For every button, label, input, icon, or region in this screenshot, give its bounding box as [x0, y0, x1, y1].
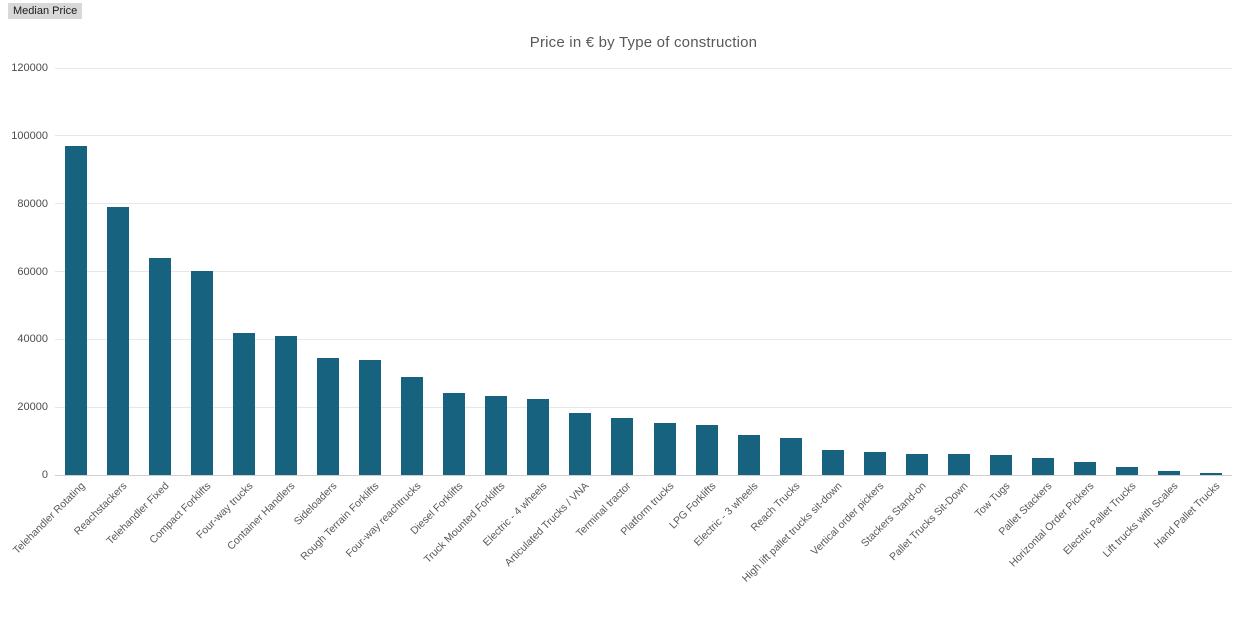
- x-axis-category-label: Sideloaders: [292, 480, 340, 528]
- gridline: [55, 135, 1232, 137]
- x-axis-category-label: Articulated Trucks / VNA: [502, 480, 592, 569]
- y-axis-tick-label: 80000: [17, 197, 48, 210]
- bar[interactable]: [1157, 471, 1180, 475]
- gridline: [55, 474, 1232, 476]
- x-axis-category-label: Terminal tractor: [574, 480, 634, 540]
- x-axis-category-label: Four-way trucks: [194, 480, 256, 542]
- x-axis-category-label: Truck Mounted Forklifts: [422, 480, 508, 566]
- bar[interactable]: [569, 413, 592, 475]
- bar[interactable]: [611, 418, 634, 475]
- y-axis-tick-label: 20000: [17, 401, 48, 414]
- y-axis-tick-label: 60000: [17, 265, 48, 278]
- x-axis-category-label: Stackers Stand-on: [858, 480, 929, 550]
- x-axis-category-label: Reach Trucks: [748, 480, 803, 534]
- x-axis-category-label: Lift trucks with Scales: [1100, 480, 1181, 560]
- x-axis-category-label: Electric - 4 wheels: [481, 480, 550, 549]
- plot-area: 0 20000 40000 60000 80000 100000 120000 Telehan…: [11, 62, 1232, 585]
- gridline: [55, 203, 1232, 205]
- bar[interactable]: [989, 455, 1012, 475]
- bar[interactable]: [1031, 458, 1054, 475]
- bar[interactable]: [905, 454, 928, 475]
- bar[interactable]: [485, 396, 508, 475]
- x-axis-category-label: Electric - 3 wheels: [691, 480, 761, 549]
- x-axis-category-label: Vertical order pickers: [808, 480, 887, 558]
- bar[interactable]: [149, 258, 172, 475]
- x-axis-category-label: Electric Pallet Trucks: [1060, 480, 1139, 558]
- x-axis-category-label: Diesel Forklifts: [408, 480, 466, 538]
- bar[interactable]: [1115, 467, 1138, 475]
- bar[interactable]: [191, 271, 214, 475]
- bar[interactable]: [443, 393, 466, 475]
- bar[interactable]: [527, 399, 550, 475]
- bar[interactable]: [1199, 473, 1222, 475]
- y-axis-tick-label: 40000: [17, 333, 48, 346]
- x-axis-category-label: Compact Forklifts: [147, 480, 214, 547]
- x-axis-category-label: Platform trucks: [618, 480, 677, 538]
- x-axis-category-label: Telehandler Fixed: [104, 480, 172, 548]
- bar[interactable]: [1073, 462, 1096, 475]
- bar[interactable]: [107, 207, 130, 475]
- gridline: [55, 406, 1232, 408]
- gridline: [55, 338, 1232, 340]
- bar[interactable]: [737, 435, 760, 475]
- chart-canvas: Median Price Price in € by Type of const…: [8, 3, 1232, 585]
- measure-badge[interactable]: Median Price: [8, 3, 83, 19]
- bar[interactable]: [947, 454, 970, 475]
- bar[interactable]: [401, 377, 424, 475]
- x-axis-category-label: Horizontal Order Pickers: [1006, 480, 1097, 570]
- bar[interactable]: [695, 425, 718, 475]
- bar[interactable]: [275, 336, 298, 475]
- y-axis-tick-label: 100000: [11, 129, 48, 142]
- bar[interactable]: [821, 450, 844, 475]
- x-axis-category-label: Pallet Trucks Sit-Down: [887, 480, 971, 564]
- gridline: [55, 271, 1232, 272]
- bar[interactable]: [233, 333, 256, 475]
- x-axis-category-label: High lift pallet trucks sit-down: [739, 480, 845, 585]
- bar[interactable]: [653, 423, 676, 475]
- y-axis-tick-label: 0: [41, 469, 48, 481]
- bar[interactable]: [317, 358, 340, 475]
- bar[interactable]: [863, 452, 886, 475]
- x-axis-category-label: Rough Terrain Forklifts: [298, 480, 382, 564]
- gridline: [55, 67, 1232, 69]
- x-axis-category-label: Four-way reachtrucks: [343, 480, 424, 560]
- y-axis-tick-label: 120000: [11, 62, 48, 74]
- bar[interactable]: [359, 360, 382, 475]
- x-axis-category-label: Container Handlers: [225, 480, 298, 553]
- x-axis-category-label: Hand Pallet Trucks: [1151, 480, 1223, 551]
- x-axis-category-label: LPG Forklifts: [666, 480, 719, 532]
- chart-title: Price in € by Type of construction: [529, 34, 758, 51]
- x-axis-category-label: Pallet Stackers: [996, 480, 1055, 539]
- bar[interactable]: [65, 146, 88, 475]
- x-axis-category-label: Tow Tugs: [972, 480, 1013, 520]
- bar[interactable]: [779, 438, 802, 475]
